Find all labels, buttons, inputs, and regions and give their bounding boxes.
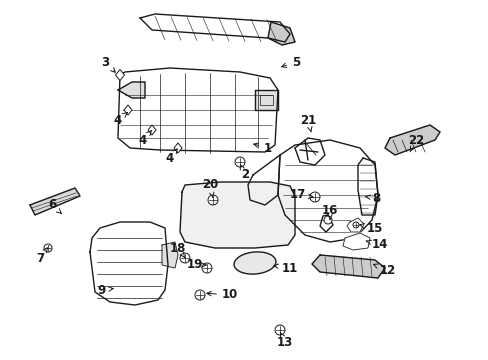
Text: 1: 1: [253, 141, 271, 154]
Text: 4: 4: [165, 149, 177, 165]
Polygon shape: [267, 22, 294, 45]
Polygon shape: [30, 188, 80, 215]
Polygon shape: [294, 138, 325, 165]
Text: 18: 18: [169, 242, 186, 257]
Text: 16: 16: [321, 203, 338, 219]
Circle shape: [274, 325, 285, 335]
Circle shape: [235, 157, 244, 167]
Polygon shape: [278, 140, 377, 242]
Text: 13: 13: [276, 333, 292, 348]
Text: 11: 11: [273, 261, 298, 274]
Circle shape: [195, 290, 204, 300]
Polygon shape: [148, 125, 156, 135]
Polygon shape: [384, 125, 439, 155]
Text: 4: 4: [114, 113, 127, 126]
Text: 8: 8: [365, 192, 379, 204]
Text: 12: 12: [373, 264, 395, 276]
Circle shape: [324, 216, 331, 224]
Polygon shape: [180, 182, 294, 248]
Text: 22: 22: [407, 134, 423, 152]
Polygon shape: [124, 105, 132, 115]
Circle shape: [309, 192, 319, 202]
Text: 14: 14: [366, 238, 387, 252]
Polygon shape: [254, 90, 278, 110]
Text: 2: 2: [240, 165, 248, 181]
Polygon shape: [90, 222, 168, 305]
Polygon shape: [357, 158, 377, 215]
Circle shape: [44, 244, 52, 252]
Text: 21: 21: [299, 113, 315, 132]
Text: 17: 17: [289, 189, 312, 202]
Text: 10: 10: [206, 288, 238, 302]
Text: 5: 5: [281, 55, 300, 68]
Polygon shape: [115, 69, 124, 81]
Text: 9: 9: [98, 284, 113, 297]
Polygon shape: [247, 155, 280, 205]
Polygon shape: [118, 68, 278, 152]
Circle shape: [180, 253, 190, 263]
Polygon shape: [140, 14, 289, 42]
Text: 20: 20: [202, 179, 218, 197]
Text: 19: 19: [186, 258, 206, 271]
Polygon shape: [118, 82, 145, 98]
Polygon shape: [342, 233, 369, 250]
Text: 3: 3: [101, 55, 115, 72]
Circle shape: [202, 263, 212, 273]
Polygon shape: [162, 242, 178, 268]
Circle shape: [352, 222, 358, 228]
Circle shape: [207, 195, 218, 205]
Text: 4: 4: [139, 130, 151, 147]
Polygon shape: [311, 255, 384, 278]
Polygon shape: [174, 143, 182, 153]
Text: 7: 7: [36, 248, 47, 265]
Text: 15: 15: [359, 221, 383, 234]
Polygon shape: [346, 218, 363, 232]
Text: 6: 6: [48, 198, 61, 213]
Ellipse shape: [234, 252, 275, 274]
